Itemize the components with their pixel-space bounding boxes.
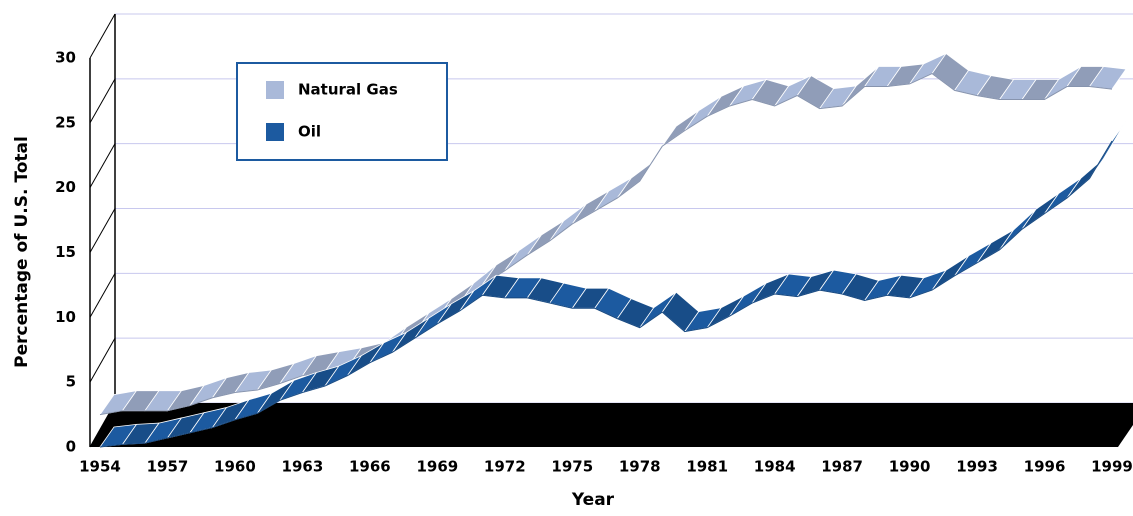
series-ribbon [99,120,1127,448]
y-tick-label: 30 [55,49,76,67]
ribbon-segment [549,203,587,242]
ribbon-segment [661,110,700,147]
x-tick-label: 1981 [686,458,728,476]
y-tick-label: 10 [55,308,76,326]
tick-diagonal [89,143,116,188]
x-tick-label: 1963 [282,458,324,476]
x-tick-label: 1966 [349,458,391,476]
x-tick-label: 1975 [551,458,593,476]
x-tick-label: 1996 [1024,458,1066,476]
x-tick-label: 1990 [889,458,931,476]
series-line [99,140,1113,448]
ribbon-segment [504,234,542,271]
floor [90,403,1133,447]
legend-label: Natural Gas [298,81,398,99]
x-tick-label: 1957 [147,458,189,476]
y-axis-label: Percentage of U.S. Total [12,136,32,368]
x-axis-label: Year [571,490,615,510]
x-tick-label: 1972 [484,458,526,476]
y-tick-label: 15 [55,243,76,261]
ribbon-segment [976,229,1014,264]
x-tick-label: 1987 [821,458,863,476]
x-tick-label: 1993 [956,458,998,476]
ribbon-segment [571,190,610,225]
y-tick-label: 5 [66,373,76,391]
ribbon-segment [594,177,632,212]
series-line [99,72,1113,416]
ribbon-segment [999,208,1037,251]
legend-swatch [266,123,284,141]
ribbon-segment [526,220,565,256]
x-tick-label: 1999 [1091,458,1133,476]
ribbon-segment [954,242,992,277]
x-tick-label: 1960 [214,458,256,476]
legend-box [236,62,448,161]
floor-left [90,403,115,447]
x-tick-label: 1954 [79,458,121,476]
ribbon-segment [684,96,722,131]
y-tick-label: 20 [55,178,76,196]
ribbon-segment [1021,193,1059,230]
legend-swatch [266,81,284,99]
y-tick-label: 0 [66,438,76,456]
tick-diagonal [89,78,116,124]
tick-diagonal [89,208,116,253]
tick-diagonal [89,13,116,59]
y-tick-label: 25 [55,113,76,131]
x-tick-label: 1984 [754,458,796,476]
x-tick-label: 1978 [619,458,661,476]
legend-label: Oil [298,123,321,141]
ribbon-segment [616,160,655,199]
tick-diagonal [89,273,116,318]
tick-diagonal [89,337,116,383]
legend: Natural Gas Oil [236,62,448,161]
x-tick-label: 1969 [416,458,458,476]
